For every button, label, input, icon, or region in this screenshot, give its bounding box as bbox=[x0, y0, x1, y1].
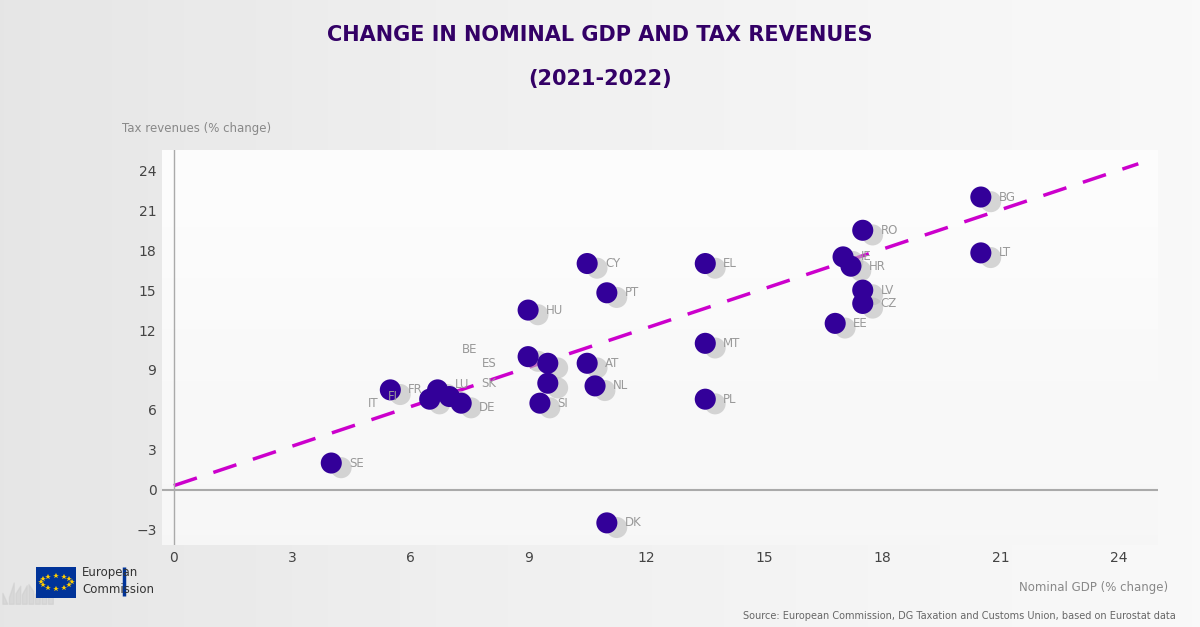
Point bbox=[518, 352, 538, 362]
Text: FR: FR bbox=[408, 383, 422, 396]
Point bbox=[706, 399, 725, 409]
Text: LU: LU bbox=[455, 378, 469, 391]
Text: HR: HR bbox=[869, 260, 886, 273]
Text: HU: HU bbox=[546, 303, 563, 317]
Text: Tax revenues (% change): Tax revenues (% change) bbox=[122, 122, 271, 135]
Text: DE: DE bbox=[479, 401, 496, 414]
FancyBboxPatch shape bbox=[36, 567, 77, 598]
Point bbox=[851, 266, 870, 276]
Text: EE: EE bbox=[853, 317, 868, 330]
Point bbox=[380, 385, 400, 395]
Point bbox=[863, 303, 882, 313]
Point bbox=[598, 518, 617, 528]
Point bbox=[706, 343, 725, 353]
Point bbox=[696, 258, 715, 268]
Point bbox=[548, 363, 568, 373]
Text: Nominal GDP (% change): Nominal GDP (% change) bbox=[1019, 581, 1168, 594]
Point bbox=[539, 378, 558, 388]
Point bbox=[835, 323, 854, 333]
Text: IE: IE bbox=[860, 250, 871, 263]
Point bbox=[696, 394, 715, 404]
Point bbox=[863, 230, 882, 240]
Point bbox=[530, 398, 550, 408]
Point bbox=[540, 403, 559, 413]
Text: LT: LT bbox=[998, 246, 1010, 260]
Point bbox=[607, 292, 626, 302]
Point bbox=[706, 263, 725, 273]
Point bbox=[971, 248, 990, 258]
Text: EL: EL bbox=[722, 257, 737, 270]
Point bbox=[451, 398, 470, 408]
Point bbox=[577, 358, 596, 368]
Text: NL: NL bbox=[613, 379, 628, 393]
Text: PL: PL bbox=[722, 393, 737, 406]
Point bbox=[853, 225, 872, 235]
Point bbox=[322, 458, 341, 468]
Point bbox=[420, 394, 439, 404]
Point bbox=[853, 285, 872, 295]
Text: CZ: CZ bbox=[881, 297, 896, 310]
Point bbox=[607, 522, 626, 532]
Point bbox=[331, 463, 350, 473]
Text: PT: PT bbox=[624, 287, 638, 299]
Point bbox=[548, 383, 568, 393]
Point bbox=[982, 253, 1001, 263]
Text: IT: IT bbox=[368, 397, 378, 409]
Point bbox=[841, 261, 860, 271]
Point bbox=[430, 399, 449, 409]
Point bbox=[428, 385, 448, 395]
Text: AT: AT bbox=[605, 357, 619, 370]
Text: SE: SE bbox=[349, 456, 364, 470]
Text: CHANGE IN NOMINAL GDP AND TAX REVENUES: CHANGE IN NOMINAL GDP AND TAX REVENUES bbox=[328, 25, 872, 45]
Text: European
Commission: European Commission bbox=[82, 566, 154, 596]
Point bbox=[438, 389, 457, 399]
Text: BE: BE bbox=[462, 344, 476, 357]
Point bbox=[588, 363, 607, 373]
Point bbox=[982, 197, 1001, 207]
Point bbox=[826, 319, 845, 329]
Point bbox=[439, 391, 458, 401]
Point bbox=[971, 192, 990, 202]
Point bbox=[863, 290, 882, 300]
Text: ES: ES bbox=[482, 357, 497, 370]
Point bbox=[853, 298, 872, 308]
Point bbox=[595, 386, 614, 396]
Point bbox=[539, 358, 558, 368]
Text: SK: SK bbox=[481, 377, 497, 390]
Point bbox=[390, 389, 409, 399]
Text: Source: European Commission, DG Taxation and Customs Union, based on Eurostat da: Source: European Commission, DG Taxation… bbox=[743, 611, 1176, 621]
Point bbox=[844, 256, 863, 266]
Point bbox=[577, 258, 596, 268]
Text: BG: BG bbox=[998, 191, 1015, 204]
Point bbox=[586, 381, 605, 391]
Text: DK: DK bbox=[624, 517, 641, 529]
Text: MT: MT bbox=[722, 337, 740, 350]
Point bbox=[528, 310, 547, 320]
Text: FI: FI bbox=[389, 390, 398, 403]
Text: SI: SI bbox=[558, 397, 569, 409]
Point bbox=[528, 356, 547, 366]
Text: LV: LV bbox=[881, 283, 894, 297]
Point bbox=[518, 305, 538, 315]
Point bbox=[450, 396, 469, 406]
Text: RO: RO bbox=[881, 224, 898, 237]
Text: (2021-2022): (2021-2022) bbox=[528, 69, 672, 89]
Point bbox=[598, 288, 617, 298]
Point bbox=[462, 403, 481, 413]
Point bbox=[834, 252, 853, 262]
Point bbox=[588, 263, 607, 273]
Text: CY: CY bbox=[605, 257, 620, 270]
Point bbox=[696, 339, 715, 349]
